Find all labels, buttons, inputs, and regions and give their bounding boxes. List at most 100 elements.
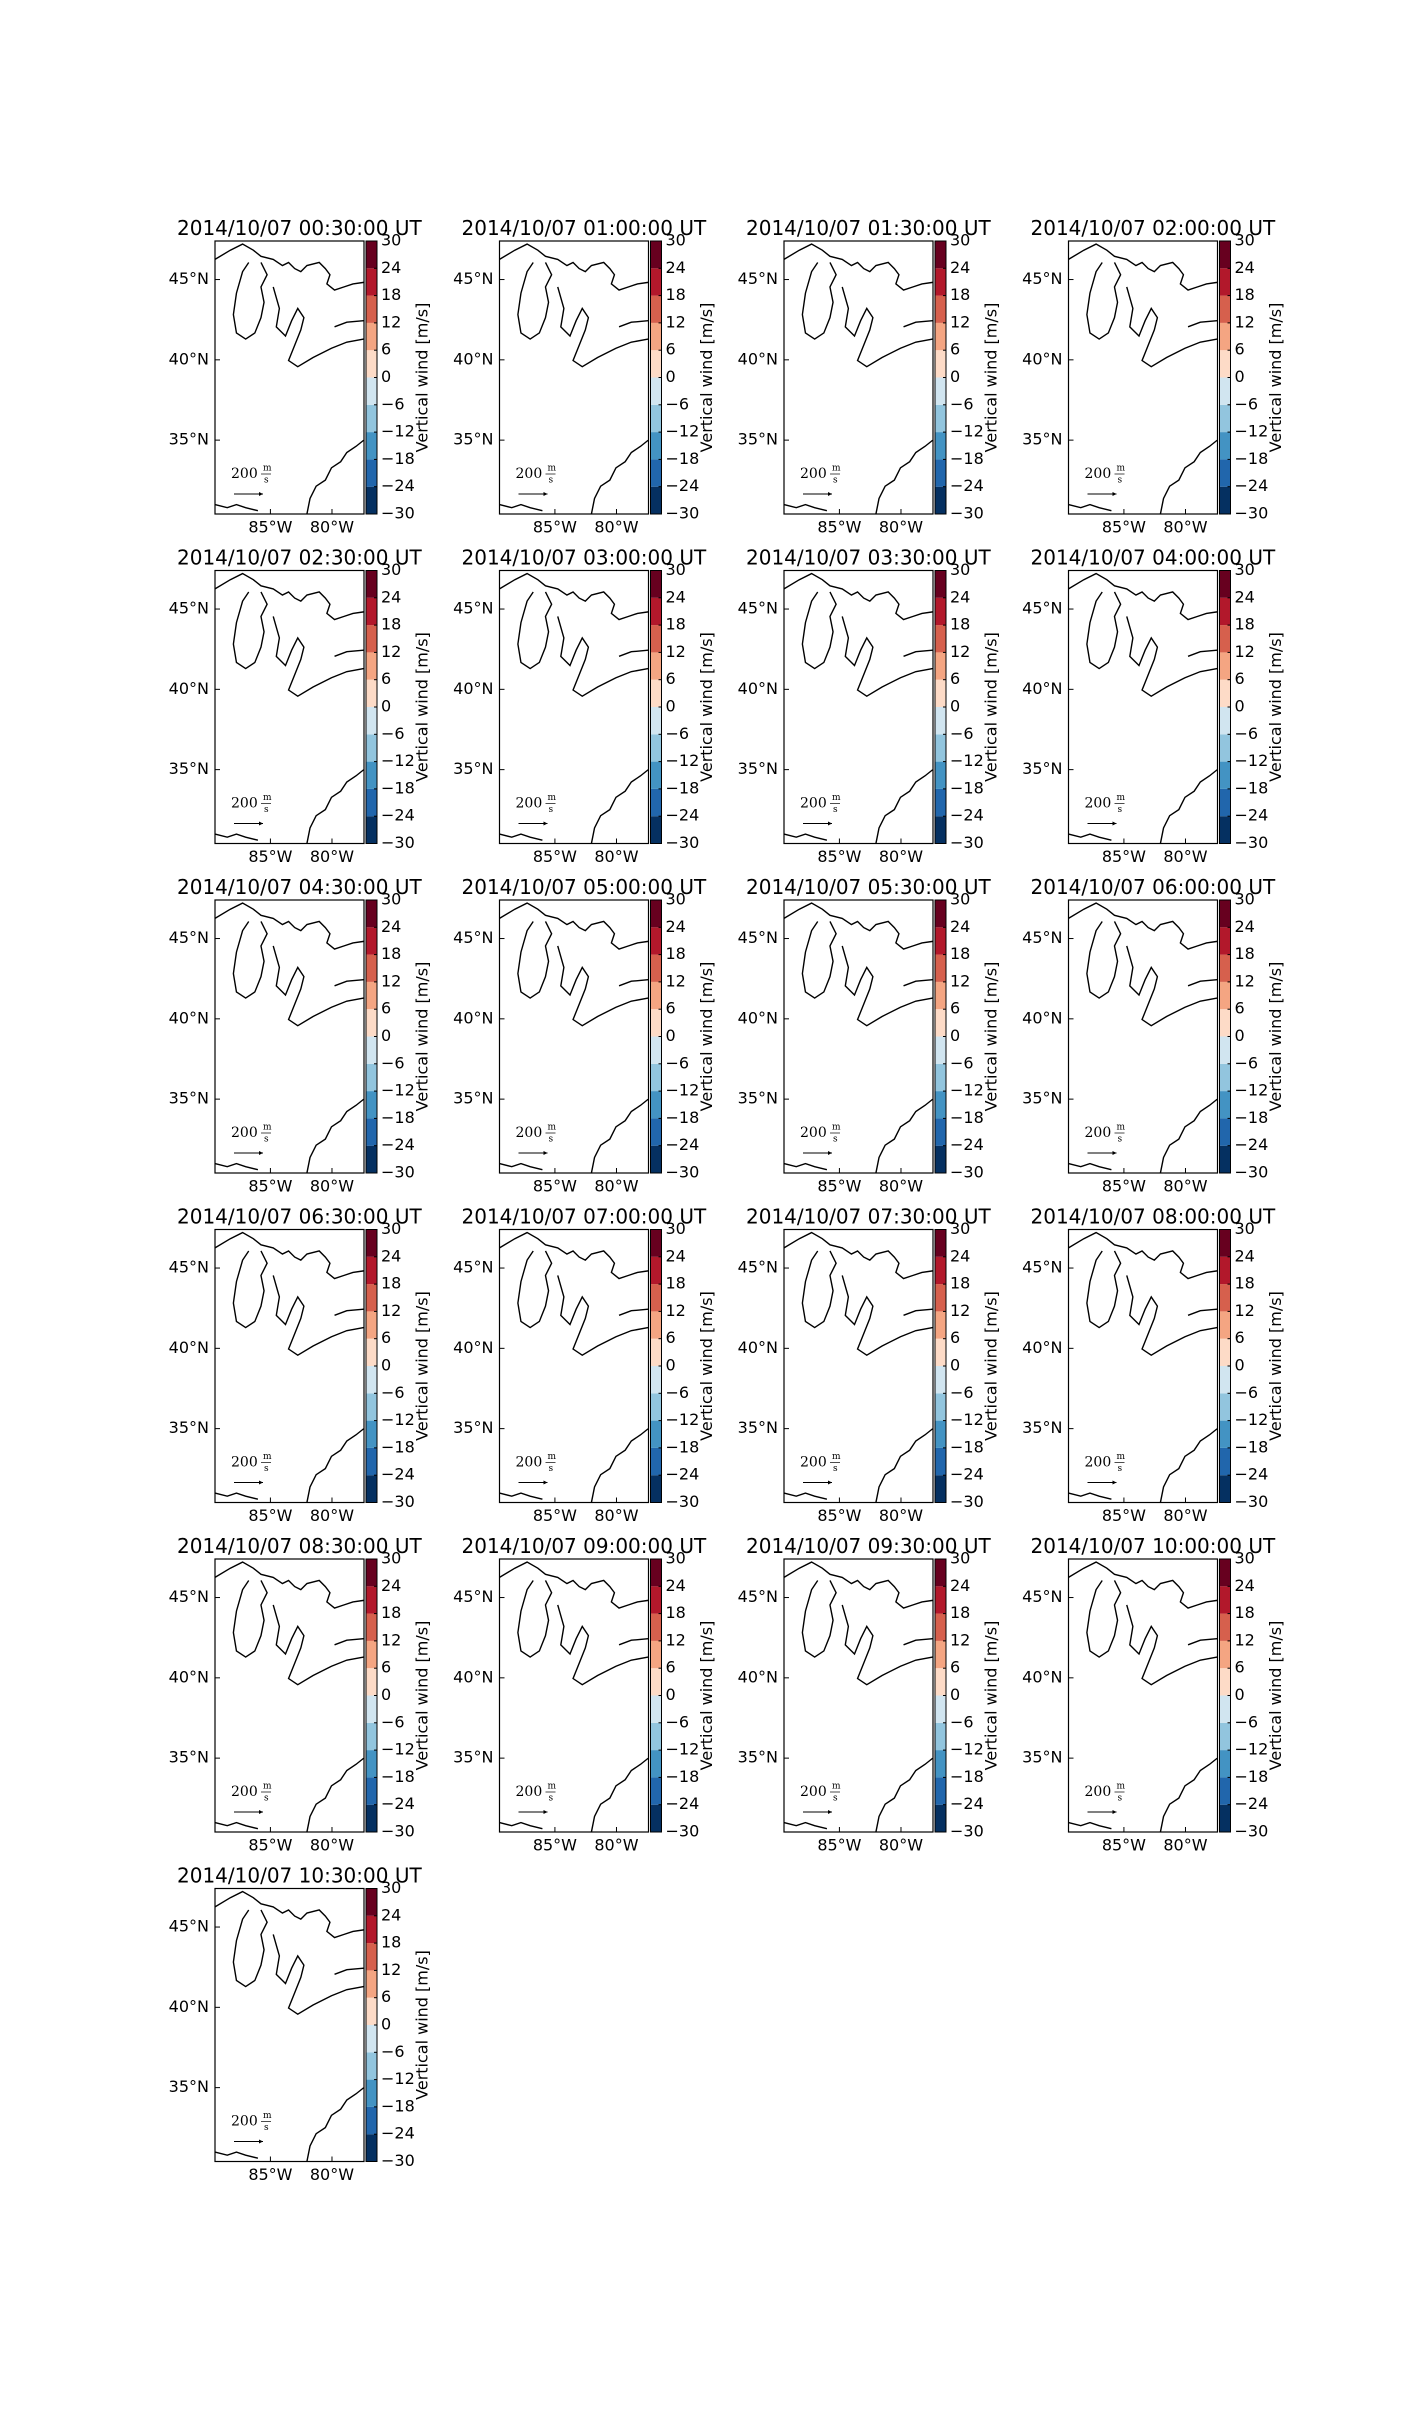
colorbar-tick-label: −6 — [381, 2042, 405, 2061]
coastline — [500, 1233, 649, 1503]
colorbar-tick-label: 12 — [950, 312, 970, 331]
colorbar-bin — [650, 570, 662, 598]
colorbar-bin — [366, 1420, 377, 1448]
colorbar-tick-label: 12 — [381, 312, 401, 331]
colorbar-tick-label: −6 — [950, 394, 974, 413]
colorbar-bin — [935, 1695, 946, 1723]
colorbar-tick-label: −30 — [381, 833, 415, 852]
colorbar-tick-label: 12 — [1235, 312, 1255, 331]
colorbar-tick-label: 6 — [666, 1658, 676, 1677]
colorbar-tick-label: 24 — [950, 1576, 970, 1595]
colorbar-tick-label: 30 — [381, 1219, 401, 1238]
panel-title: 2014/10/07 04:00:00 UT — [1031, 546, 1276, 570]
map-panel: 2014/10/07 06:00:00 UT 45°N 40°N 35°N 85°W 80… — [1022, 875, 1285, 1196]
lat-tick-label: 45°N — [453, 1258, 493, 1277]
colorbar-bin — [366, 1888, 377, 1916]
colorbar-tick-label: 24 — [1235, 587, 1255, 606]
colorbar-tick-label: 24 — [666, 917, 686, 936]
map-panel: 2014/10/07 02:00:00 UT 45°N 40°N 35°N 85°W 80… — [1022, 216, 1285, 537]
colorbar-tick-label: 24 — [666, 587, 686, 606]
colorbar-bin — [650, 816, 662, 844]
lat-tick-label: 35°N — [453, 1418, 493, 1437]
colorbar-bin — [935, 350, 946, 378]
colorbar-bin — [650, 927, 662, 955]
colorbar-bin — [366, 432, 377, 460]
colorbar-tick-label: 0 — [950, 1685, 960, 1704]
quiver-key-unit-num: m — [1117, 793, 1126, 803]
colorbar-tick-label: −18 — [950, 449, 984, 468]
colorbar-bin — [935, 486, 946, 514]
lat-tick-label: 45°N — [738, 599, 778, 618]
colorbar-tick-label: −18 — [381, 2096, 415, 2115]
colorbar-bin — [366, 1750, 377, 1778]
colorbar-tick-label: 12 — [381, 1960, 401, 1979]
colorbar-label: Vertical wind [m/s] — [1266, 962, 1285, 1112]
colorbar-tick-label: 18 — [950, 285, 970, 304]
quiver-key-value: 200 — [800, 466, 827, 482]
lon-tick-label: 80°W — [594, 1177, 638, 1196]
colorbar-bin — [935, 954, 946, 982]
colorbar-tick-label: 12 — [1235, 1630, 1255, 1649]
colorbar-tick-label: −12 — [950, 1740, 984, 1759]
coastline — [1069, 903, 1218, 1173]
colorbar-tick-label: 0 — [950, 697, 960, 716]
colorbar-bin — [650, 1009, 662, 1037]
colorbar-bin — [935, 1118, 946, 1146]
colorbar-bin — [1219, 1036, 1231, 1064]
quiver-key-head — [828, 492, 832, 496]
quiver-key-value: 200 — [231, 1125, 258, 1141]
map-frame — [1067, 1228, 1219, 1504]
colorbar-bin — [1219, 1284, 1231, 1312]
colorbar-bin — [935, 625, 946, 653]
colorbar-bin — [1219, 268, 1231, 296]
map-frame — [783, 240, 934, 515]
colorbar-tick-label: 6 — [666, 669, 676, 688]
colorbar-label: Vertical wind [m/s] — [413, 303, 432, 453]
colorbar-bin — [935, 1063, 946, 1092]
colorbar-bin — [366, 1284, 377, 1312]
colorbar-bin — [935, 1366, 946, 1394]
lon-tick-label: 80°W — [879, 1177, 923, 1196]
colorbar-bin — [935, 1613, 946, 1641]
lon-tick-label: 85°W — [533, 1836, 577, 1855]
colorbar-tick-label: 12 — [381, 1301, 401, 1320]
colorbar-tick-label: 6 — [381, 1987, 391, 2006]
colorbar-tick-label: 0 — [1235, 697, 1245, 716]
colorbar-tick-label: 6 — [1235, 1658, 1245, 1677]
colorbar-tick-label: −30 — [666, 504, 700, 523]
colorbar-label: Vertical wind [m/s] — [982, 1621, 1001, 1771]
map-panel: 2014/10/07 08:00:00 UT 45°N 40°N 35°N 85°W 80… — [1022, 1205, 1285, 1526]
colorbar-tick-label: −24 — [666, 806, 700, 825]
lon-tick-label: 85°W — [248, 2165, 292, 2184]
lon-tick-label: 85°W — [817, 1506, 861, 1525]
colorbar-bin — [366, 377, 377, 405]
quiver-key-head — [543, 1810, 548, 1814]
colorbar-tick-label: −6 — [381, 724, 405, 743]
colorbar-tick-label: −6 — [666, 1383, 690, 1402]
colorbar-tick-label: 30 — [950, 1219, 970, 1238]
colorbar-tick-label: −6 — [381, 394, 405, 413]
coastline — [215, 1892, 364, 2162]
colorbar-bin — [366, 1229, 377, 1257]
lon-tick-label: 85°W — [817, 518, 861, 537]
colorbar-tick-label: −30 — [381, 1492, 415, 1511]
colorbar-tick-label: 12 — [666, 971, 686, 990]
colorbar-bin — [366, 679, 377, 707]
colorbar-tick-label: 18 — [950, 615, 970, 634]
coastline — [784, 1562, 933, 1832]
colorbar-bin — [366, 1613, 377, 1641]
colorbar-tick-label: 24 — [381, 1246, 401, 1265]
map-panel: 2014/10/07 06:30:00 UT 45°N 40°N 35°N 85°W 80… — [169, 1205, 432, 1526]
map-frame — [214, 1887, 365, 2163]
colorbar-label: Vertical wind [m/s] — [413, 1950, 432, 2100]
lon-tick-label: 80°W — [594, 1506, 638, 1525]
colorbar-bin — [366, 1118, 377, 1146]
quiver-key-head — [543, 1480, 548, 1485]
map-panel: 2014/10/07 05:30:00 UT 45°N 40°N 35°N 85°W 80… — [738, 875, 1001, 1196]
lat-tick-label: 40°N — [1022, 1667, 1062, 1686]
quiver-key-unit-den: s — [1118, 1135, 1123, 1145]
quiver-key-unit-num: m — [263, 1452, 272, 1462]
colorbar-tick-label: 0 — [381, 367, 391, 386]
colorbar-bin — [935, 268, 946, 296]
colorbar-bin — [650, 459, 662, 487]
